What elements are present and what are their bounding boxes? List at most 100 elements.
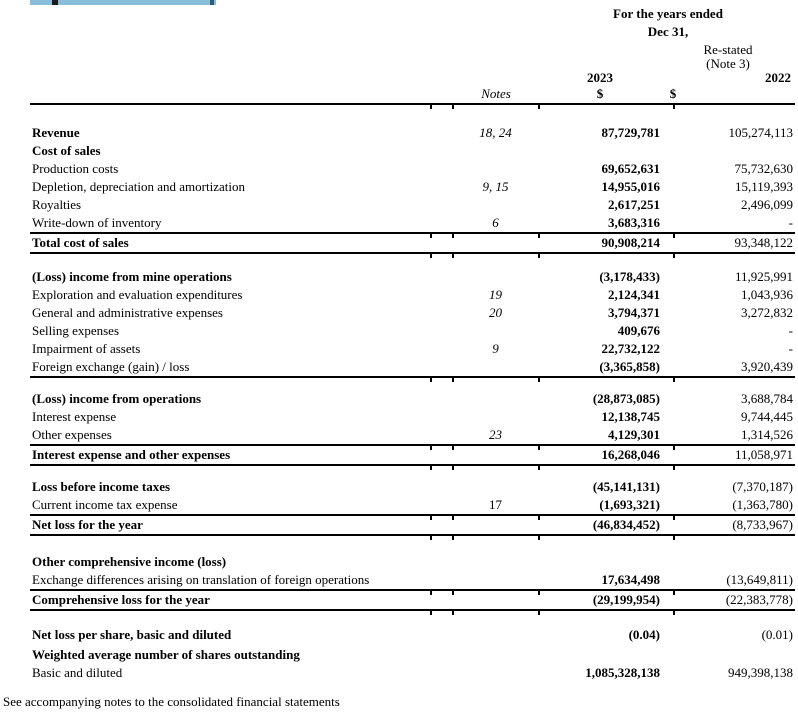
- value-2023: 1,085,328,138: [585, 665, 660, 680]
- value-2022: 2,496,099: [741, 197, 793, 212]
- row-label: Depletion, depreciation and amortization: [32, 179, 245, 194]
- table-row: Royalties 2,617,251 2,496,099: [30, 196, 795, 214]
- column-tick: [452, 516, 454, 520]
- value-2022: 11,925,991: [734, 269, 793, 284]
- row-note-refs: 6: [492, 215, 499, 230]
- table-row: Other comprehensive income (loss): [30, 553, 795, 571]
- row-note-refs: 18, 24: [479, 125, 512, 140]
- restated-label: Re-stated: [703, 42, 753, 57]
- column-tick: [430, 591, 432, 595]
- column-tick: [538, 591, 540, 595]
- table-row: Depletion, depreciation and amortization…: [30, 178, 795, 196]
- row-label: Cost of sales: [32, 143, 101, 158]
- column-tick: [673, 466, 675, 470]
- value-2023: 17,634,498: [601, 572, 661, 587]
- value-2022: 3,920,439: [741, 359, 793, 374]
- value-2023: 16,268,046: [601, 447, 661, 462]
- value-2023: 4,129,301: [608, 427, 660, 442]
- value-2023: 90,908,214: [601, 235, 661, 250]
- column-tick: [538, 446, 540, 450]
- column-tick: [673, 234, 675, 238]
- value-2023: (3,365,858): [599, 359, 660, 374]
- column-header-notes: Notes: [481, 86, 511, 101]
- column-tick: [673, 536, 675, 540]
- value-2022: 11,058,971: [734, 447, 793, 462]
- column-tick: [673, 446, 675, 450]
- value-2022: [673, 142, 795, 160]
- table-row: Interest expense and other expenses 16,26…: [30, 446, 795, 470]
- table-row: Impairment of assets 9 22,732,122 -: [30, 340, 795, 358]
- row-label: Royalties: [32, 197, 82, 212]
- row-note-refs: 20: [489, 305, 502, 320]
- row-note-refs: [452, 446, 539, 464]
- table-row: Cost of sales: [30, 142, 795, 160]
- table-row: (Loss) income from mine operations (3,178…: [30, 268, 795, 286]
- table-row: Exploration and evaluation expenditures 1…: [30, 286, 795, 304]
- value-2022: 105,274,113: [728, 125, 793, 140]
- row-label: Selling expenses: [32, 323, 120, 338]
- row-label: Interest expense and other expenses: [32, 447, 231, 462]
- statement-table-body: Revenue 18, 24 87,729,781 105,274,113 Cost o…: [30, 105, 795, 682]
- row-note-refs: [452, 626, 539, 644]
- row-note-refs: [452, 408, 539, 426]
- table-row: Basic and diluted 1,085,328,138 949,398,13…: [30, 664, 795, 682]
- column-tick: [673, 105, 675, 109]
- column-tick: [538, 536, 540, 540]
- column-tick: [430, 466, 432, 470]
- footnote: See accompanying notes to the consolidat…: [3, 694, 340, 709]
- row-note-refs: [452, 358, 539, 376]
- column-tick: [430, 378, 432, 382]
- currency-symbol-2023: $: [596, 86, 604, 101]
- column-tick: [430, 611, 432, 615]
- table-row: Current income tax expense 17 (1,693,321) (…: [30, 496, 795, 520]
- row-label: Net loss for the year: [32, 517, 143, 532]
- row-note-refs: [452, 571, 539, 589]
- column-tick: [430, 234, 432, 238]
- column-tick: [452, 591, 454, 595]
- table-row: Revenue 18, 24 87,729,781 105,274,113: [30, 124, 795, 142]
- column-tick: [538, 378, 540, 382]
- value-2022: 1,314,526: [741, 427, 793, 442]
- selection-mark: [52, 0, 58, 5]
- row-label: Other comprehensive income (loss): [32, 554, 227, 569]
- column-tick: [673, 254, 675, 258]
- column-tick: [452, 611, 454, 615]
- column-tick: [430, 536, 432, 540]
- column-tick: [430, 516, 432, 520]
- value-2023: 2,617,251: [608, 197, 660, 212]
- row-note-refs: [452, 516, 539, 534]
- row-label: Revenue: [32, 125, 80, 140]
- value-2022: -: [788, 341, 793, 356]
- value-2023: [539, 553, 673, 571]
- value-2023: [539, 142, 673, 160]
- value-2023: [539, 646, 673, 664]
- value-2022: (0.01): [761, 627, 793, 642]
- row-note-refs: 9, 15: [482, 179, 509, 194]
- table-row: Loss before income taxes (45,141,131) (7,3…: [30, 478, 795, 496]
- header-rule: [30, 103, 795, 109]
- value-2022: (1,363,780): [732, 497, 793, 512]
- column-tick: [538, 234, 540, 238]
- value-2022: 1,043,936: [741, 287, 793, 302]
- period-heading-line2: Dec 31,: [647, 24, 689, 39]
- value-2022: (22,383,778): [725, 592, 793, 607]
- value-2022: 93,348,122: [734, 235, 794, 250]
- value-2023: (29,199,954): [592, 592, 660, 607]
- row-note-refs: [452, 591, 539, 609]
- table-row: Foreign exchange (gain) / loss (3,365,858…: [30, 358, 795, 382]
- row-note-refs: [452, 553, 539, 571]
- row-note-refs: [452, 478, 539, 496]
- table-row: Production costs 69,652,631 75,732,630: [30, 160, 795, 178]
- value-2023: (0.04): [628, 627, 660, 642]
- row-label: Impairment of assets: [32, 341, 141, 356]
- row-note-refs: [452, 268, 539, 286]
- row-label: Net loss per share, basic and diluted: [32, 627, 232, 642]
- column-tick: [452, 378, 454, 382]
- value-2023: (3,178,433): [599, 269, 660, 284]
- row-note-refs: [452, 664, 539, 682]
- column-tick: [430, 254, 432, 258]
- row-label: Interest expense: [32, 409, 117, 424]
- row-label: Basic and diluted: [32, 665, 123, 680]
- table-row: Interest expense 12,138,745 9,744,445: [30, 408, 795, 426]
- value-2022: 3,688,784: [741, 391, 793, 406]
